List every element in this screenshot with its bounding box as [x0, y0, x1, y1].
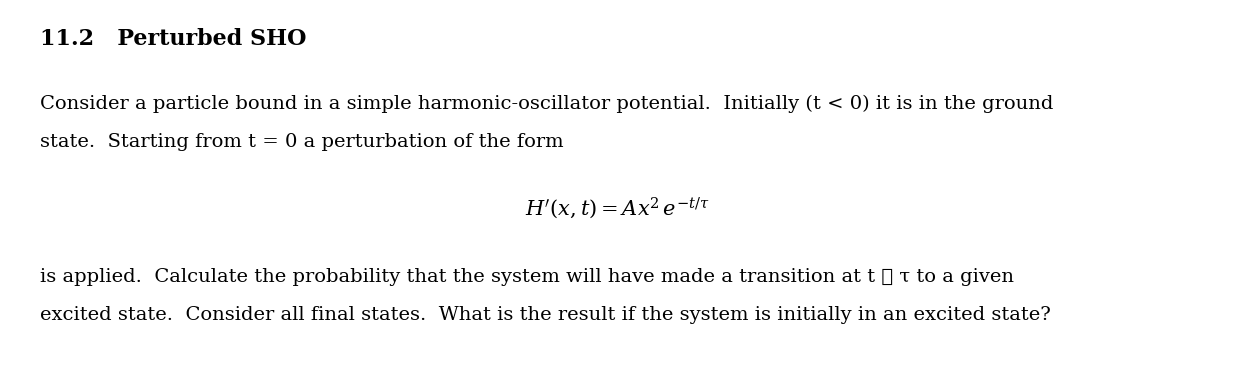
Text: 11.2   Perturbed SHO: 11.2 Perturbed SHO: [39, 28, 306, 50]
Text: is applied.  Calculate the probability that the system will have made a transiti: is applied. Calculate the probability th…: [39, 268, 1014, 286]
Text: $H^{\prime}(x, t) = Ax^2 \, e^{-t/\tau}$: $H^{\prime}(x, t) = Ax^2 \, e^{-t/\tau}$: [524, 195, 710, 221]
Text: Consider a particle bound in a simple harmonic-oscillator potential.  Initially : Consider a particle bound in a simple ha…: [39, 95, 1054, 113]
Text: state.  Starting from t = 0 a perturbation of the form: state. Starting from t = 0 a perturbatio…: [39, 133, 564, 151]
Text: excited state.  Consider all final states.  What is the result if the system is : excited state. Consider all final states…: [39, 306, 1051, 324]
